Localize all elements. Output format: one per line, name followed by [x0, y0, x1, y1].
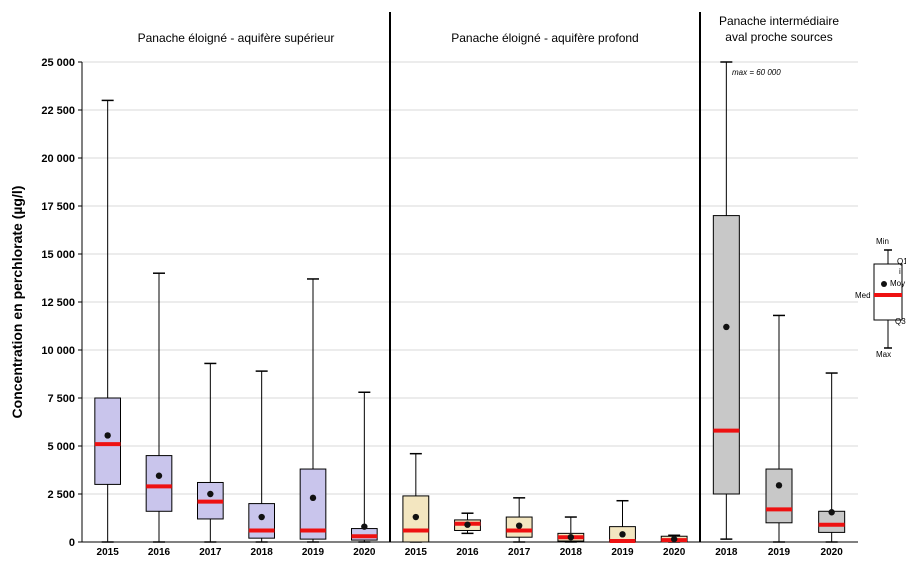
panel-annotation: max = 60 000 [732, 68, 781, 77]
mean-marker [309, 494, 317, 502]
mean-marker [464, 521, 471, 528]
mean-marker [670, 535, 678, 543]
mean-marker [828, 509, 835, 516]
x-tick-label: 2016 [148, 547, 171, 558]
y-tick-label: 15 000 [41, 249, 75, 261]
y-tick-label: 22 500 [41, 105, 75, 117]
box [299, 468, 327, 540]
y-tick-label: 0 [69, 537, 75, 549]
x-tick-label: 2020 [663, 547, 686, 558]
box [145, 455, 173, 512]
y-tick-label: 12 500 [41, 297, 75, 309]
x-tick-label: 2017 [199, 547, 222, 558]
x-tick-label: 2015 [97, 547, 120, 558]
y-tick-label: 17 500 [41, 201, 75, 213]
mean-marker [155, 472, 163, 479]
y-axis-title: Concentration en perchlorate (µg/l) [9, 186, 25, 419]
x-tick-label: 2016 [456, 547, 479, 558]
legend-label-median: Med [855, 291, 871, 300]
mean-marker [723, 323, 730, 331]
box [765, 468, 793, 524]
x-tick-label: 2020 [821, 547, 844, 558]
mean-marker [515, 522, 523, 529]
panel-title-2: aval proche sources [725, 30, 832, 44]
x-tick-label: 2019 [302, 547, 325, 558]
legend-label-max: Max [876, 350, 891, 359]
panel-title-1: Panache éloigné - aquifère profond [451, 31, 638, 45]
mean-marker [258, 513, 265, 521]
legend-label-q3: Q3 [895, 317, 906, 326]
mean-marker [361, 523, 368, 530]
legend-label-q1: Q1 [897, 257, 906, 266]
x-tick-label: 2018 [715, 547, 738, 558]
mean-marker [412, 513, 420, 521]
legend-mean [881, 281, 887, 287]
x-tick-label: 2019 [611, 547, 634, 558]
x-tick-label: 2018 [251, 547, 274, 558]
x-tick-label: 2019 [768, 547, 791, 558]
y-tick-label: 2 500 [47, 489, 75, 501]
box [94, 397, 122, 485]
panel-title-0: Panache éloigné - aquifère supérieur [138, 31, 335, 45]
mean-marker [775, 482, 783, 489]
box [248, 503, 275, 539]
y-tick-label: 10 000 [41, 345, 75, 357]
legend-label-min: Min [876, 237, 889, 246]
mean-marker [567, 534, 575, 541]
y-tick-label: 25 000 [41, 57, 75, 69]
x-tick-label: 2015 [405, 547, 428, 558]
mean-marker [207, 490, 214, 498]
legend-label-q1-sub: i [899, 267, 901, 276]
y-tick-label: 5 000 [47, 441, 75, 453]
mean-marker [619, 531, 626, 538]
legend-box [873, 263, 903, 321]
x-tick-label: 2017 [508, 547, 531, 558]
mean-marker [104, 432, 111, 439]
legend-label-mean: Moy [890, 279, 905, 288]
y-tick-label: 7 500 [47, 393, 75, 405]
box [712, 215, 740, 495]
panel-title-2: Panache intermédiaire [719, 14, 839, 28]
x-tick-label: 2018 [560, 547, 583, 558]
y-tick-label: 20 000 [41, 153, 75, 165]
x-tick-label: 2020 [353, 547, 376, 558]
